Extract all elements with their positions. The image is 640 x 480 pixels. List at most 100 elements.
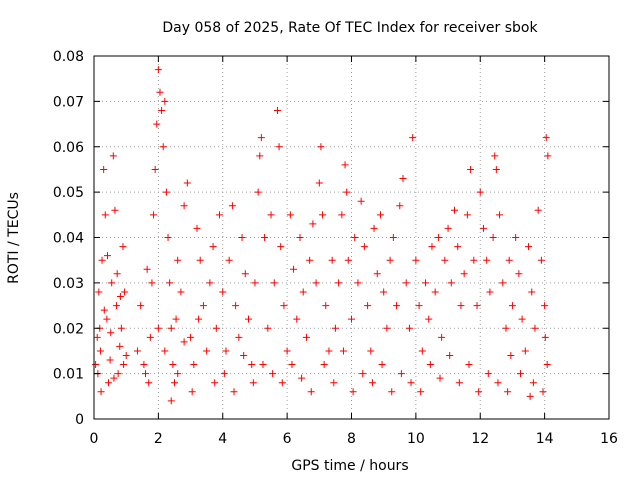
data-point	[257, 134, 265, 142]
data-point	[447, 279, 455, 287]
data-point	[508, 302, 516, 310]
data-point	[117, 324, 125, 332]
data-point	[541, 333, 549, 341]
data-point	[153, 120, 161, 128]
data-point	[261, 234, 269, 241]
data-point	[368, 379, 376, 387]
y-tick-label: 0.01	[53, 367, 84, 383]
data-point	[209, 243, 217, 251]
data-point	[354, 279, 362, 287]
data-point	[507, 351, 515, 359]
data-point	[351, 234, 359, 241]
data-point	[335, 279, 343, 287]
data-point	[405, 324, 413, 332]
data-point	[306, 256, 314, 264]
data-point	[319, 211, 327, 219]
data-point	[475, 388, 483, 396]
y-tick-label: 0.07	[53, 94, 84, 110]
data-point	[299, 288, 307, 296]
data-point	[504, 388, 512, 396]
x-tick-label: 14	[536, 431, 554, 447]
data-point	[156, 88, 164, 96]
x-tick-label: 10	[407, 431, 425, 447]
data-point	[341, 161, 349, 169]
data-point	[100, 306, 108, 314]
data-point	[222, 347, 230, 355]
data-point	[120, 361, 128, 369]
data-point	[496, 211, 504, 219]
data-point	[142, 370, 149, 378]
data-point	[426, 361, 434, 369]
data-point	[280, 302, 288, 310]
data-point	[206, 279, 214, 287]
data-point	[344, 256, 352, 264]
data-point	[302, 333, 310, 341]
data-point	[457, 302, 465, 310]
data-point	[259, 361, 267, 369]
data-point	[467, 165, 475, 173]
y-tick-label: 0.08	[53, 49, 84, 65]
data-point	[460, 270, 468, 278]
data-point	[267, 211, 275, 219]
data-point	[455, 379, 463, 387]
data-point	[111, 206, 119, 214]
data-point	[286, 211, 294, 219]
data-point	[349, 388, 357, 396]
data-point	[444, 224, 452, 232]
data-point	[203, 347, 211, 355]
data-point	[151, 165, 159, 173]
data-point	[193, 224, 201, 232]
data-point	[359, 370, 367, 378]
data-point	[543, 361, 551, 369]
data-point	[110, 374, 118, 382]
grid-lines	[94, 56, 609, 419]
data-point	[180, 202, 188, 210]
data-point	[483, 256, 491, 264]
data-point	[515, 270, 523, 278]
x-tick-label: 0	[90, 431, 99, 447]
data-point	[277, 243, 285, 251]
data-point	[167, 324, 175, 332]
data-point	[121, 288, 129, 296]
data-point	[154, 324, 162, 332]
data-point	[343, 188, 351, 196]
data-point	[489, 234, 497, 241]
x-tick-label: 4	[218, 431, 227, 447]
y-tick-label: 0	[75, 412, 84, 428]
data-point	[526, 392, 534, 400]
data-point	[103, 315, 111, 323]
data-point	[544, 152, 552, 160]
data-point	[494, 379, 502, 387]
data-point	[264, 324, 272, 332]
y-tick-label: 0.04	[53, 231, 84, 247]
data-point	[109, 152, 117, 160]
data-point	[251, 279, 259, 287]
data-point	[386, 256, 394, 264]
y-tick-label: 0.02	[53, 321, 84, 337]
data-point	[389, 234, 397, 241]
data-point	[167, 397, 175, 405]
data-point	[106, 356, 114, 364]
data-point	[116, 292, 124, 300]
data-point	[241, 270, 249, 278]
data-point	[446, 351, 454, 359]
data-point	[293, 315, 301, 323]
data-point	[512, 234, 520, 241]
y-tick-label: 0.03	[53, 276, 84, 292]
data-point	[476, 188, 484, 196]
y-axis-title: ROTI / TECUs	[6, 192, 22, 284]
data-point	[150, 211, 158, 219]
data-point	[211, 379, 219, 387]
data-point	[190, 361, 198, 369]
data-point	[397, 370, 405, 378]
data-point	[534, 206, 542, 214]
data-point	[364, 302, 372, 310]
data-point	[312, 279, 320, 287]
data-point	[431, 288, 439, 296]
data-point	[174, 370, 182, 378]
data-point	[290, 265, 298, 273]
data-point	[269, 370, 277, 378]
x-tick-label: 2	[154, 431, 163, 447]
data-point	[399, 175, 407, 183]
data-point	[158, 106, 166, 114]
